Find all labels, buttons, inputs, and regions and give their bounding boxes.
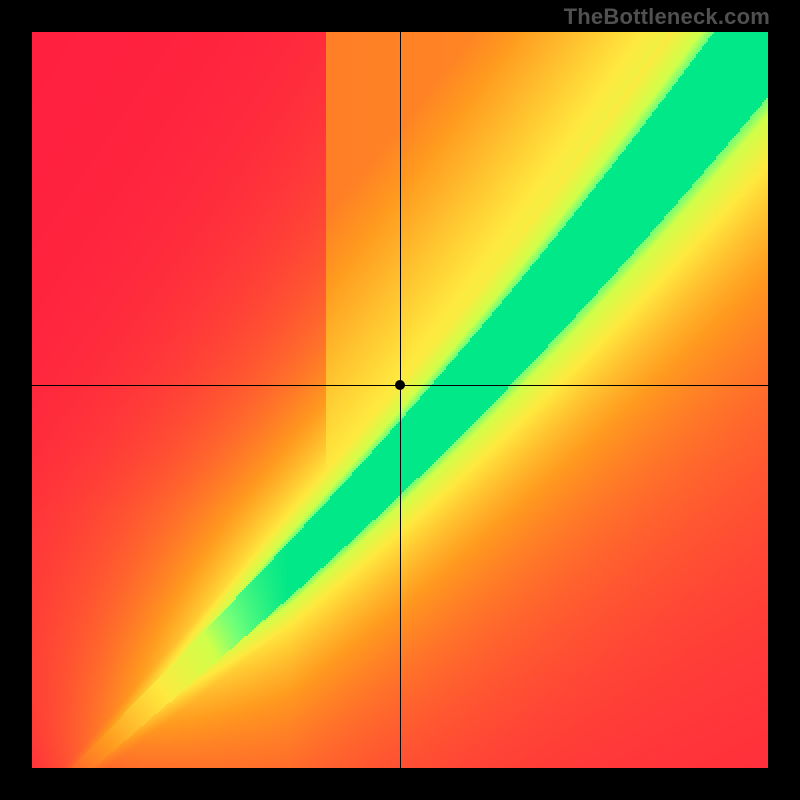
crosshair-vertical [400,32,401,768]
plot-area [32,32,768,768]
watermark-text: TheBottleneck.com [564,4,770,30]
chart-container: TheBottleneck.com [0,0,800,800]
data-marker [395,380,405,390]
